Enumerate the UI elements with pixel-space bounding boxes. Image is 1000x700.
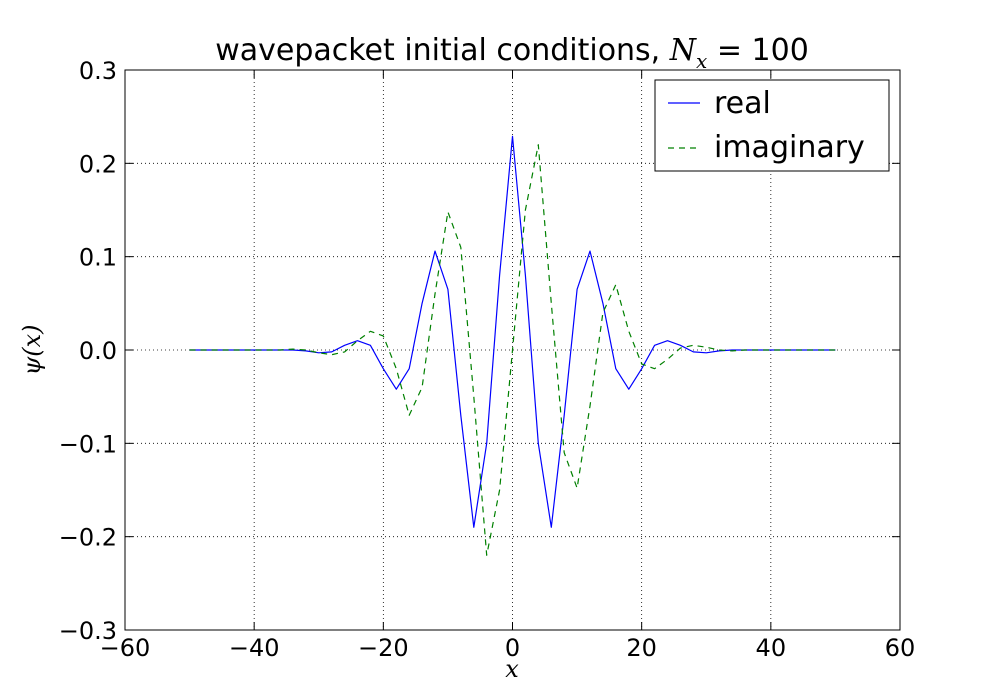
x-tick-label: −20 (358, 634, 409, 662)
series-lines (189, 135, 836, 556)
y-tick-label: −0.1 (59, 430, 117, 458)
x-axis-label: x (505, 655, 519, 683)
x-tick-label: 0 (505, 634, 520, 662)
legend: real imaginary (654, 79, 890, 172)
x-tick-label: −60 (100, 634, 151, 662)
y-tick-label: −0.3 (59, 617, 117, 645)
chart-title-value: 100 (752, 33, 809, 68)
x-tick-label: 20 (626, 634, 657, 662)
x-tick-label: 60 (885, 634, 916, 662)
y-tick-label: 0.0 (79, 337, 117, 365)
legend-box (654, 79, 890, 172)
legend-label-imaginary: imaginary (714, 130, 865, 165)
chart-title-variable: N (669, 33, 698, 68)
series-line-real (189, 135, 836, 528)
chart-title: wavepacket initial conditions, Nx = 100 (215, 33, 809, 73)
chart-title-equals: = (707, 33, 751, 68)
series-line-imaginary (189, 144, 836, 556)
y-tick-label: 0.1 (79, 244, 117, 272)
x-tick-label: −40 (229, 634, 280, 662)
y-axis-label: ψ(x) (18, 324, 46, 375)
legend-label-real: real (714, 86, 771, 121)
tick-labels: −60 −40 −20 0 20 40 60 −0.3 −0.2 −0.1 0.0 0.1 0.2 0.3 (59, 57, 916, 662)
chart-title-subscript: x (696, 49, 707, 73)
axis-ticks (124, 69, 901, 631)
y-tick-label: 0.3 (79, 57, 117, 85)
y-tick-label: 0.2 (79, 150, 117, 178)
chart-title-text: wavepacket initial conditions, (215, 33, 670, 68)
x-tick-label: 40 (756, 634, 787, 662)
y-tick-label: −0.2 (59, 524, 117, 552)
